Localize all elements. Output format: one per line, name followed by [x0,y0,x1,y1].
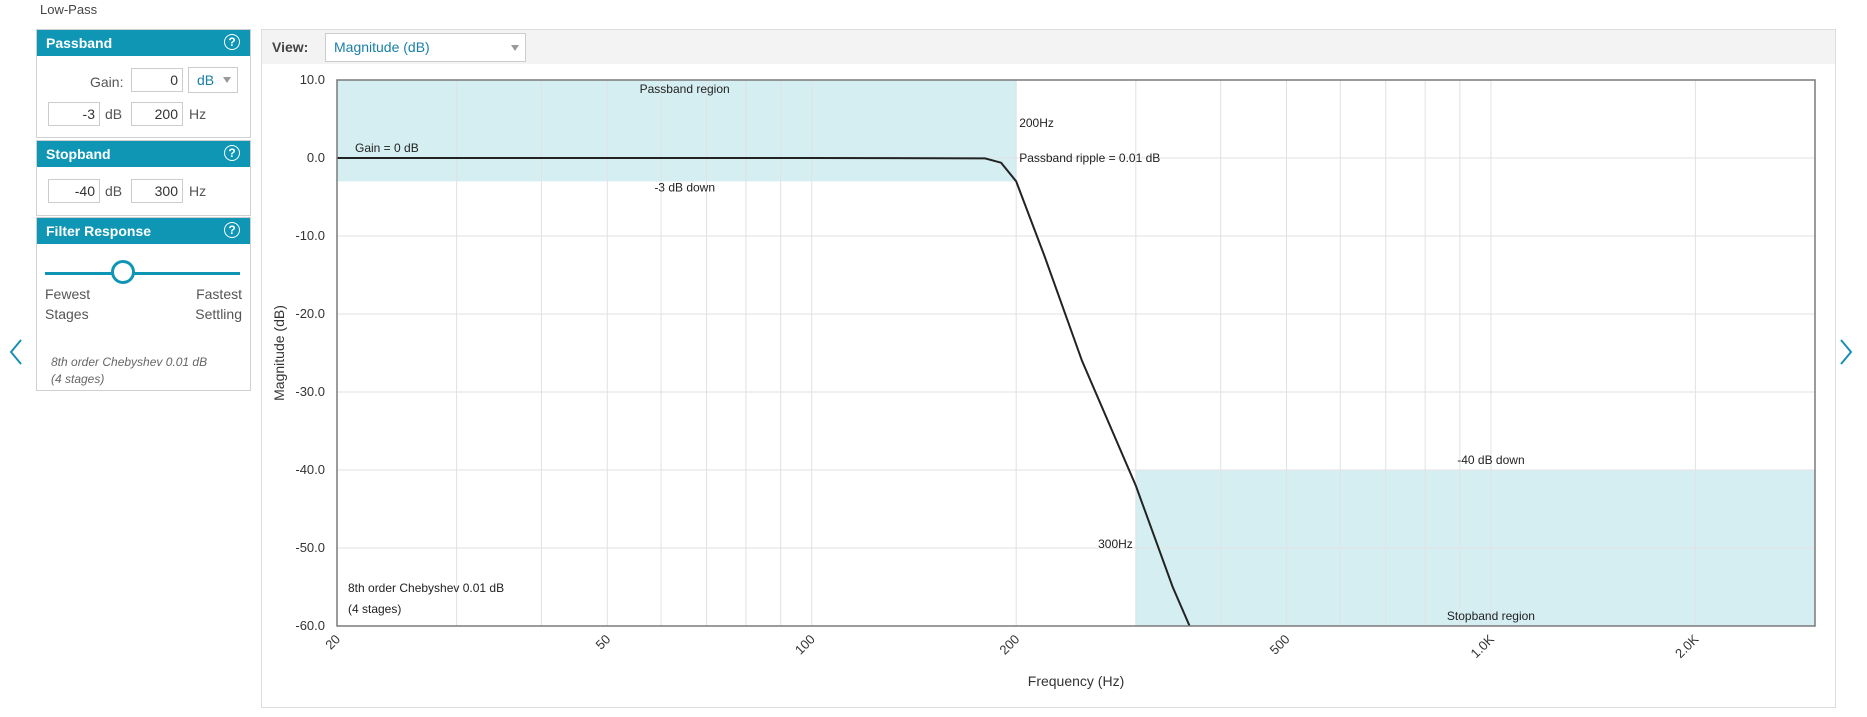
x-tick-label: 200 [996,632,1022,658]
ripple-annotation: Passband ripple = 0.01 dB [1019,151,1160,165]
passband-help-icon[interactable]: ? [224,34,240,50]
passband-frequency-unit: Hz [189,106,207,122]
gain-input[interactable] [131,68,183,92]
view-select-value: Magnitude (dB) [334,39,430,55]
x-tick-label: 100 [792,632,818,658]
view-label: View: [272,39,309,55]
passband-header: Passband ? [37,30,250,56]
filter-response-slider-thumb[interactable] [111,260,135,284]
magnitude-curve [337,157,1191,627]
y-axis-label: Magnitude (dB) [271,305,287,401]
filter-response-panel: Filter Response ? Fewest Stages Fastest … [36,217,251,391]
stopband-panel: Stopband ? dB Hz [36,140,251,216]
x-tick-label: 20 [322,632,343,653]
passband-attenuation-input[interactable] [48,102,100,126]
gain-unit-select[interactable]: dB [188,67,238,93]
stopband-attenuation-input[interactable] [48,179,100,203]
y-tick-label: -20.0 [295,306,325,321]
order-annotation-line2: (4 stages) [348,602,401,616]
stopband-header: Stopband ? [37,141,250,167]
filter-response-help-icon[interactable]: ? [224,222,240,238]
view-toolbar: View: Magnitude (dB) [262,30,1835,64]
x-tick-label: 1.0K [1468,631,1498,661]
stopband-region-label: Stopband region [1447,609,1535,623]
passband-title: Passband [46,35,113,51]
gain-unit-value: dB [197,72,215,88]
passband-attenuation-unit: dB [105,106,123,122]
stopband-attenuation-unit: dB [105,183,123,199]
gain-annotation: Gain = 0 dB [355,141,419,155]
filter-summary: 8th order Chebyshev 0.01 dB (4 stages) [51,355,208,386]
y-tick-label: -10.0 [295,228,325,243]
magnitude-chart: 10.0 0.0 -10.0 -20.0 -30.0 -40.0 -50.0 -60.020 5… [271,72,1816,689]
y-tick-label: -60.0 [295,618,325,633]
stopband-frequency-annotation: 300Hz [1098,537,1133,551]
stopband-title: Stopband [46,146,111,162]
view-select[interactable]: Magnitude (dB) [325,33,526,62]
y-tick-label: -30.0 [295,384,325,399]
y-tick-label: 10.0 [300,72,325,87]
filter-response-title: Filter Response [46,223,152,239]
previous-arrow-icon[interactable] [6,335,28,369]
passband-down-annotation: -3 dB down [654,180,715,194]
x-axis-label: Frequency (Hz) [1028,673,1124,689]
gain-label: Gain: [90,74,124,90]
next-arrow-icon[interactable] [1834,335,1856,369]
y-tick-label: 0.0 [307,150,325,165]
filter-response-header: Filter Response ? [37,218,250,244]
plot-border [336,79,1816,627]
x-tick-label: 2.0K [1672,631,1702,661]
x-tick-label: 50 [593,632,614,653]
y-tick-label: -40.0 [295,462,325,477]
order-annotation-line1: 8th order Chebyshev 0.01 dB [348,581,504,595]
passband-region-label: Passband region [640,82,730,96]
chevron-down-icon [511,45,519,51]
stopband-frequency-unit: Hz [189,183,207,199]
fewest-stages-label: Fewest Stages [45,286,91,322]
stopband-down-annotation: -40 dB down [1457,453,1524,467]
y-tick-label: -50.0 [295,540,325,555]
fastest-settling-label: Fastest Settling [195,286,242,322]
passband-region [337,80,1017,182]
x-tick-label: 500 [1267,632,1293,658]
passband-panel: Passband ? Gain: dB dB Hz [36,29,251,138]
chart-container: View: Magnitude (dB) 10.0 0.0 -10.0 -20.0 -3… [261,29,1836,708]
passband-frequency-input[interactable] [131,102,183,126]
chevron-down-icon [223,77,231,83]
page-title: Low-Pass [40,2,98,17]
stopband-help-icon[interactable]: ? [224,145,240,161]
passband-frequency-annotation: 200Hz [1019,116,1054,130]
stopband-frequency-input[interactable] [131,179,183,203]
filter-response-slider-track[interactable] [45,272,240,275]
